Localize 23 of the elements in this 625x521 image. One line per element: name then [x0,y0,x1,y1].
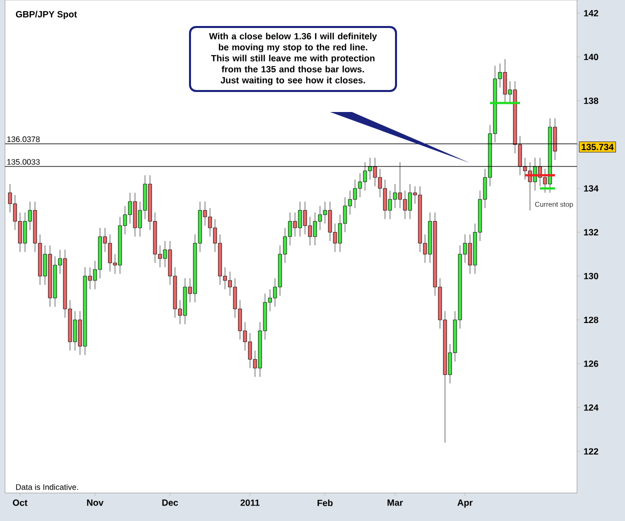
x-tick-label: Apr [457,500,473,508]
text: 135.734 [582,144,614,150]
x-tick-label: Feb [318,500,333,506]
y-tick-label: 130 [584,272,598,280]
x-tick-label: Nov [87,500,104,506]
y-tick-label: 126 [584,360,598,367]
ref-line-label: 135.0033 [7,159,40,165]
annotation: Data is Indicative. [16,484,78,490]
x-tick-label: Mar [388,500,403,506]
ref-line-label: 136.0378 [7,136,40,142]
y-tick-label: 124 [584,404,598,411]
x-tick-label: Dec [162,500,178,506]
x-tick-label: Oct [12,500,28,506]
y-tick-label: 138 [584,98,598,104]
y-tick-label: 132 [584,229,598,236]
x-tick-label: 2011 [240,500,260,506]
y-tick-label: 128 [584,316,598,324]
annotation: With a close below 1.36 I will definitely be moving my stop to the red line. This will still leave me with protection from the 135 and those bar lows. Just waiting to see how it closes. [209,32,377,86]
text: GBP/JPY Spot [16,10,77,20]
y-tick-label: 134 [584,185,598,192]
y-tick-label: 140 [584,54,598,60]
y-tick-label: 122 [584,448,598,454]
y-tick-label: 142 [584,10,598,16]
